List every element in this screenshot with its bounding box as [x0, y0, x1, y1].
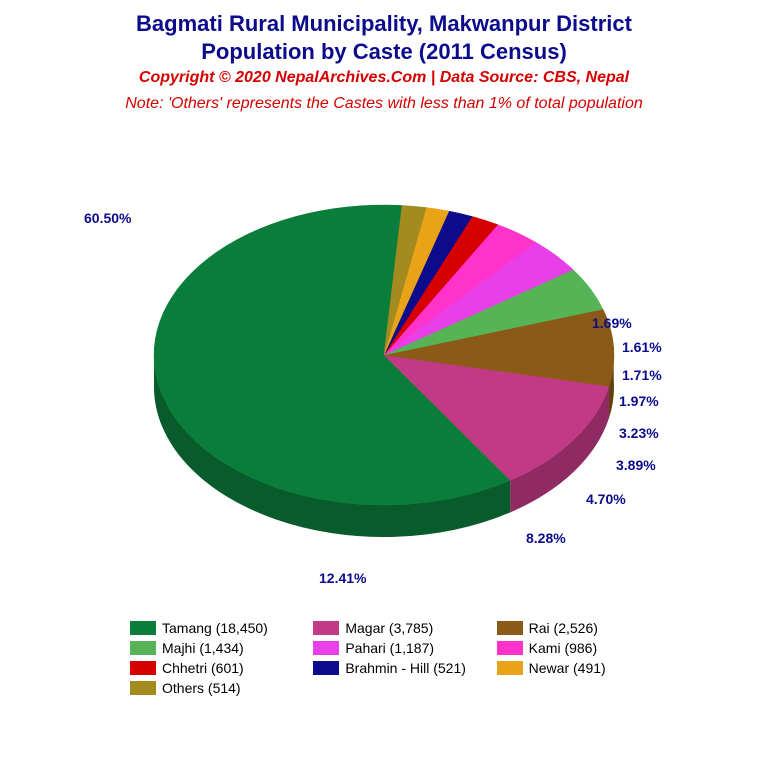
- legend-swatch: [497, 641, 523, 655]
- pct-label-0: 60.50%: [84, 210, 131, 226]
- legend-item-4: Pahari (1,187): [313, 640, 486, 656]
- legend-item-8: Newar (491): [497, 660, 670, 676]
- legend-label: Brahmin - Hill (521): [345, 660, 466, 676]
- legend-swatch: [130, 661, 156, 675]
- legend-swatch: [313, 661, 339, 675]
- pct-label-7: 1.71%: [622, 367, 662, 383]
- legend-swatch: [130, 621, 156, 635]
- legend-item-9: Others (514): [130, 680, 303, 696]
- legend-item-7: Brahmin - Hill (521): [313, 660, 486, 676]
- chart-title-line2: Population by Caste (2011 Census): [0, 38, 768, 66]
- pct-label-4: 3.89%: [616, 457, 656, 473]
- legend-label: Newar (491): [529, 660, 606, 676]
- legend-label: Majhi (1,434): [162, 640, 244, 656]
- pie-chart: [144, 175, 624, 580]
- legend-swatch: [130, 681, 156, 695]
- legend-swatch: [497, 621, 523, 635]
- legend-label: Magar (3,785): [345, 620, 433, 636]
- pct-label-2: 8.28%: [526, 530, 566, 546]
- legend-label: Chhetri (601): [162, 660, 244, 676]
- legend: Tamang (18,450) Magar (3,785) Rai (2,526) M…: [130, 620, 670, 696]
- legend-item-2: Rai (2,526): [497, 620, 670, 636]
- legend-swatch: [497, 661, 523, 675]
- legend-item-5: Kami (986): [497, 640, 670, 656]
- pct-label-9: 1.69%: [592, 315, 632, 331]
- legend-item-1: Magar (3,785): [313, 620, 486, 636]
- legend-item-3: Majhi (1,434): [130, 640, 303, 656]
- legend-label: Kami (986): [529, 640, 597, 656]
- legend-swatch: [313, 621, 339, 635]
- legend-label: Pahari (1,187): [345, 640, 434, 656]
- pct-label-6: 1.97%: [619, 393, 659, 409]
- pct-label-5: 3.23%: [619, 425, 659, 441]
- pct-label-3: 4.70%: [586, 491, 626, 507]
- legend-swatch: [313, 641, 339, 655]
- legend-label: Others (514): [162, 680, 241, 696]
- note-text: Note: 'Others' represents the Castes wit…: [0, 95, 768, 113]
- legend-label: Tamang (18,450): [162, 620, 268, 636]
- chart-title-line1: Bagmati Rural Municipality, Makwanpur Di…: [0, 10, 768, 38]
- pct-label-1: 12.41%: [319, 570, 366, 586]
- legend-item-0: Tamang (18,450): [130, 620, 303, 636]
- pct-label-8: 1.61%: [622, 339, 662, 355]
- copyright-text: Copyright © 2020 NepalArchives.Com | Dat…: [0, 69, 768, 87]
- legend-label: Rai (2,526): [529, 620, 598, 636]
- legend-item-6: Chhetri (601): [130, 660, 303, 676]
- legend-swatch: [130, 641, 156, 655]
